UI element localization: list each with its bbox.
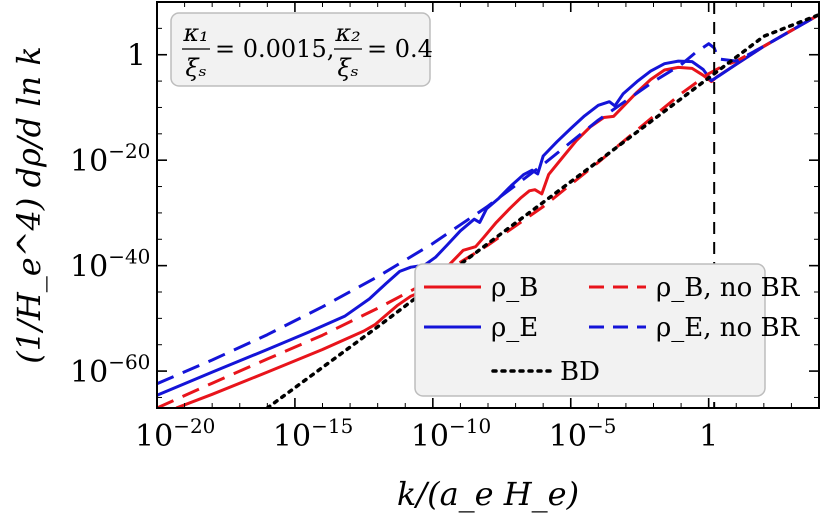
plot-frame bbox=[156, 1, 820, 409]
legend-box bbox=[414, 263, 766, 397]
legend-label-4: BD bbox=[560, 357, 600, 387]
y-tick-label-3: 10−60 bbox=[70, 350, 150, 390]
annot-kappa1: κ₁ bbox=[182, 19, 208, 47]
legend-label-3: ρ_E, no BR bbox=[656, 313, 801, 343]
annot-kappa2: κ₂ bbox=[334, 19, 360, 47]
annotation-box bbox=[170, 12, 431, 87]
x-tick-label-0: 10−20 bbox=[135, 414, 215, 454]
series-line-3 bbox=[157, 13, 819, 386]
x-tick-label-1: 10−15 bbox=[273, 414, 353, 454]
annot-xi-1: ξₛ bbox=[185, 54, 206, 82]
x-tick-label-2: 10−10 bbox=[411, 414, 491, 454]
x-tick-labels: 10−20 10−15 10−10 10−5 1 bbox=[135, 414, 718, 454]
legend: ρ_B ρ_B, no BR ρ_E ρ_E, no BR BD bbox=[414, 263, 801, 397]
y-tick-label-0: 1 bbox=[127, 39, 146, 74]
y-tick-label-2: 10−40 bbox=[70, 245, 150, 285]
annot-value-2: = 0.4 bbox=[367, 35, 433, 63]
legend-label-1: ρ_B, no BR bbox=[656, 273, 801, 303]
series-line-0 bbox=[175, 13, 819, 408]
series-layer bbox=[157, 12, 819, 408]
annot-value-1: = 0.0015, bbox=[215, 35, 334, 63]
y-tick-labels: 1 10−20 10−40 10−60 bbox=[70, 39, 150, 390]
x-tick-label-4: 1 bbox=[699, 419, 718, 454]
x-tick-label-3: 10−5 bbox=[549, 414, 617, 454]
legend-label-2: ρ_E bbox=[491, 313, 538, 343]
legend-label-0: ρ_B bbox=[491, 273, 538, 303]
y-axis-title: (1/H_e^4) dρ/d ln k bbox=[10, 46, 48, 363]
parameter-annotation: κ₁ ξₛ = 0.0015, κ₂ ξₛ = 0.4 bbox=[170, 12, 433, 87]
series-line-4 bbox=[265, 12, 819, 408]
y-tick-label-1: 10−20 bbox=[70, 139, 150, 179]
x-axis-title: k/(a_e H_e) bbox=[397, 475, 579, 513]
annot-xi-2: ξₛ bbox=[337, 54, 358, 82]
